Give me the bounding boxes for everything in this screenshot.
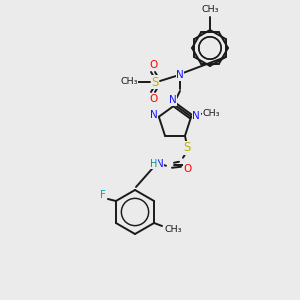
Text: CH₃: CH₃ <box>202 109 220 118</box>
Text: N: N <box>150 110 158 120</box>
Text: S: S <box>151 76 159 88</box>
Text: CH₃: CH₃ <box>164 226 182 235</box>
Text: CH₃: CH₃ <box>120 77 138 86</box>
Text: N: N <box>156 159 164 169</box>
Text: S: S <box>183 141 191 154</box>
Text: O: O <box>149 94 157 104</box>
Text: CH₃: CH₃ <box>201 5 219 14</box>
Text: N: N <box>176 70 184 80</box>
Text: O: O <box>184 164 192 174</box>
Text: N: N <box>169 95 177 105</box>
Text: F: F <box>100 190 106 200</box>
Text: N: N <box>192 111 200 121</box>
Text: O: O <box>149 60 157 70</box>
Text: H: H <box>150 159 158 169</box>
